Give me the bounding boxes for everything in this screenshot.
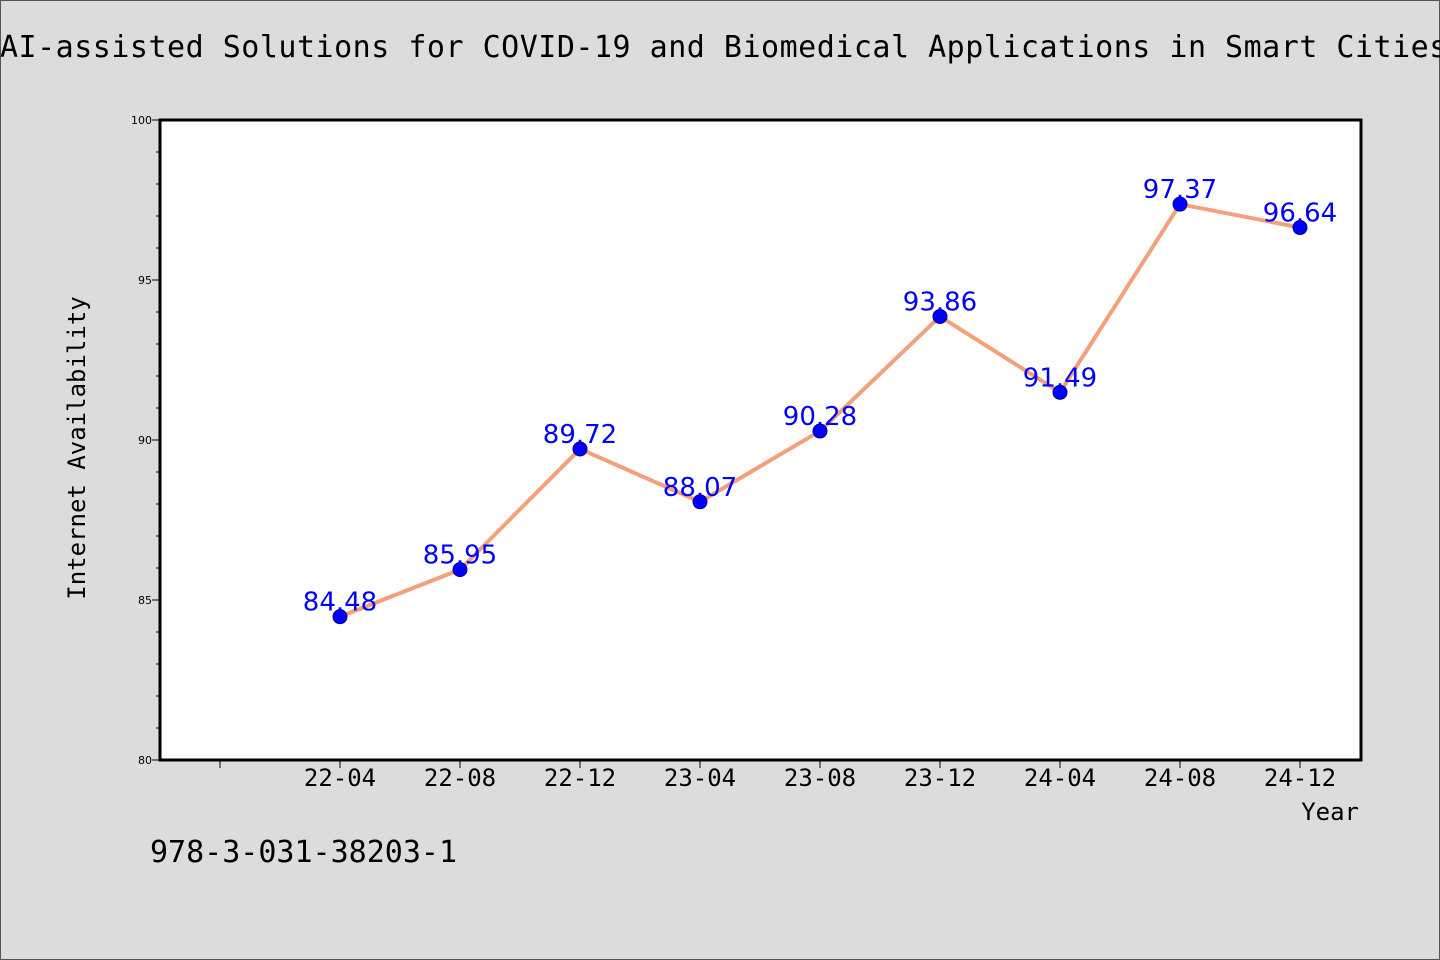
data-point bbox=[1172, 196, 1188, 212]
y-tick-label: 100 bbox=[131, 114, 152, 127]
series-markers bbox=[332, 196, 1308, 625]
x-tick-label: 22-08 bbox=[424, 764, 496, 792]
x-tick-label: 23-08 bbox=[784, 764, 856, 792]
data-label: 93.86 bbox=[903, 287, 977, 317]
data-point bbox=[332, 609, 348, 625]
data-point bbox=[452, 562, 468, 578]
y-tick-label: 90 bbox=[138, 434, 152, 447]
y-tick-label: 80 bbox=[138, 754, 152, 767]
x-tick-label: 24-12 bbox=[1264, 764, 1336, 792]
y-tick-label: 95 bbox=[138, 274, 152, 287]
data-point bbox=[692, 494, 708, 510]
data-label: 96.64 bbox=[1263, 199, 1337, 229]
x-axis-ticks: 22-04 22-08 22-12 23-04 23-08 23-12 24-04 24-08… bbox=[219, 760, 1336, 792]
data-label: 89.72 bbox=[543, 420, 617, 450]
x-axis-label: Year bbox=[1301, 798, 1359, 826]
data-label: 91.49 bbox=[1023, 363, 1097, 393]
x-tick-label: 23-04 bbox=[664, 764, 736, 792]
data-point bbox=[812, 423, 828, 439]
chart-title: AI-assisted Solutions for COVID-19 and B… bbox=[0, 30, 1440, 65]
data-point bbox=[572, 441, 588, 457]
x-tick-label: 24-04 bbox=[1024, 764, 1096, 792]
data-labels: 84.48 85.95 89.72 88.07 90.28 93.86 91.49 97.37… bbox=[303, 175, 1337, 617]
data-label: 88.07 bbox=[663, 473, 737, 503]
data-point bbox=[1052, 384, 1068, 400]
data-label: 90.28 bbox=[783, 402, 857, 432]
data-point bbox=[932, 308, 948, 324]
footer-isbn: 978-3-031-38203-1 bbox=[150, 835, 458, 870]
y-axis-label: Internet Availability bbox=[63, 296, 91, 599]
x-tick-label: 22-12 bbox=[544, 764, 616, 792]
data-label: 84.48 bbox=[303, 588, 377, 618]
y-axis-ticks: 80 85 90 95 100 bbox=[131, 114, 160, 767]
data-label: 97.37 bbox=[1143, 175, 1217, 205]
y-tick-label: 85 bbox=[138, 594, 152, 607]
x-tick-label: 22-04 bbox=[304, 764, 376, 792]
x-tick-label: 24-08 bbox=[1144, 764, 1216, 792]
x-tick-label: 23-12 bbox=[904, 764, 976, 792]
plot-area bbox=[158, 118, 1363, 762]
data-point bbox=[1292, 220, 1308, 236]
data-label: 85.95 bbox=[423, 541, 497, 571]
